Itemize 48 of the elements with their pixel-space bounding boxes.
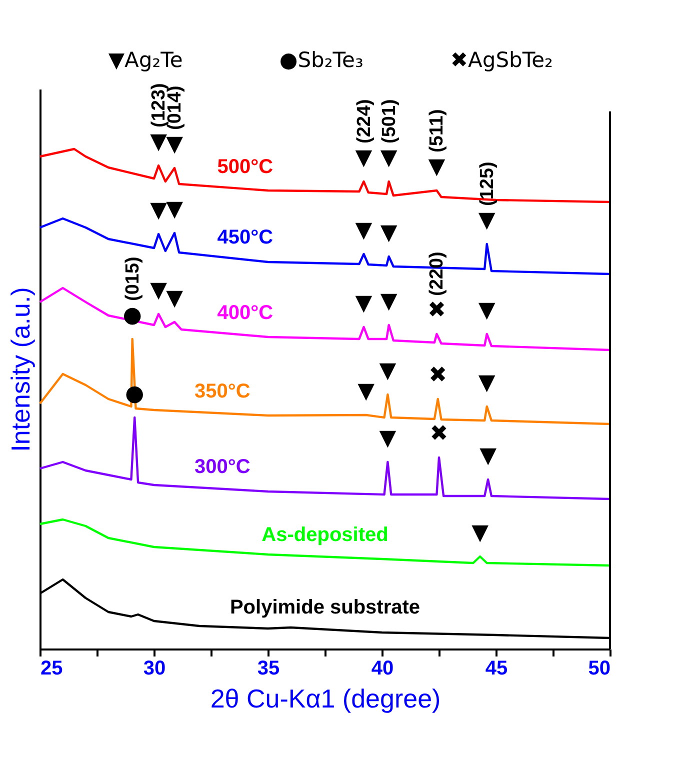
annotation: ▼ xyxy=(355,291,372,316)
annotation: ▼ xyxy=(166,286,184,311)
annotation: ▼ xyxy=(478,298,496,323)
annotation: ▼ xyxy=(380,146,398,170)
annotation: ▼ xyxy=(379,358,396,384)
annotation: (224) xyxy=(354,99,375,144)
series-label: As-deposited xyxy=(262,524,388,546)
x-tick-label: 40 xyxy=(371,658,394,680)
text: ▼Ag₂Te xyxy=(108,48,183,72)
annotation: (511) xyxy=(426,109,448,152)
annotation: ▼ xyxy=(355,146,372,170)
x-tick-label: 25 xyxy=(40,658,63,680)
series-label: 500°C xyxy=(217,156,274,178)
text: ●Sb₂Te₃ xyxy=(279,48,364,72)
annotation: ▼ xyxy=(478,370,496,396)
annotation: ✖ xyxy=(428,363,448,388)
x-tick-label: 30 xyxy=(143,658,166,680)
annotation: ✖ xyxy=(430,422,448,446)
annotation: ▼ xyxy=(355,218,372,243)
annotation: ✖ xyxy=(428,298,446,323)
series-label: 350°C xyxy=(194,380,250,402)
annotation: ▼ xyxy=(380,220,398,246)
annotation: ▼ xyxy=(358,379,375,404)
series-label: 450°C xyxy=(217,226,274,249)
annotation: ▼ xyxy=(150,198,168,223)
annotation: ▼ xyxy=(379,426,396,451)
annotation: (501) xyxy=(378,99,400,144)
y-axis-title: Intensity (a.u.) xyxy=(6,287,36,452)
x-axis-title: 2θ Cu-Kα1 (degree) xyxy=(210,684,441,714)
annotation: ▼ xyxy=(166,197,184,222)
annotation: ▼ xyxy=(478,208,496,233)
annotation: ▼ xyxy=(480,444,497,468)
x-tick-label: 35 xyxy=(257,658,280,680)
annotation: (125) xyxy=(476,162,498,206)
text: ✖AgSbTe₂ xyxy=(450,48,553,72)
annotation: ▼ xyxy=(380,289,398,314)
series-label: 300°C xyxy=(194,456,250,478)
series-label: 400°C xyxy=(217,302,274,324)
series-label: Polyimide substrate xyxy=(230,596,420,618)
annotation: (015) xyxy=(122,256,144,301)
x-tick-label: 50 xyxy=(588,658,610,680)
annotation: (220) xyxy=(426,252,448,296)
annotation: ▼ xyxy=(150,278,168,303)
annotation: ▼ xyxy=(166,132,184,157)
annotation: ▼ xyxy=(472,520,489,546)
x-tick-label: 45 xyxy=(485,658,508,680)
annotation: ▼ xyxy=(150,130,168,154)
annotation: ▼ xyxy=(428,154,446,180)
